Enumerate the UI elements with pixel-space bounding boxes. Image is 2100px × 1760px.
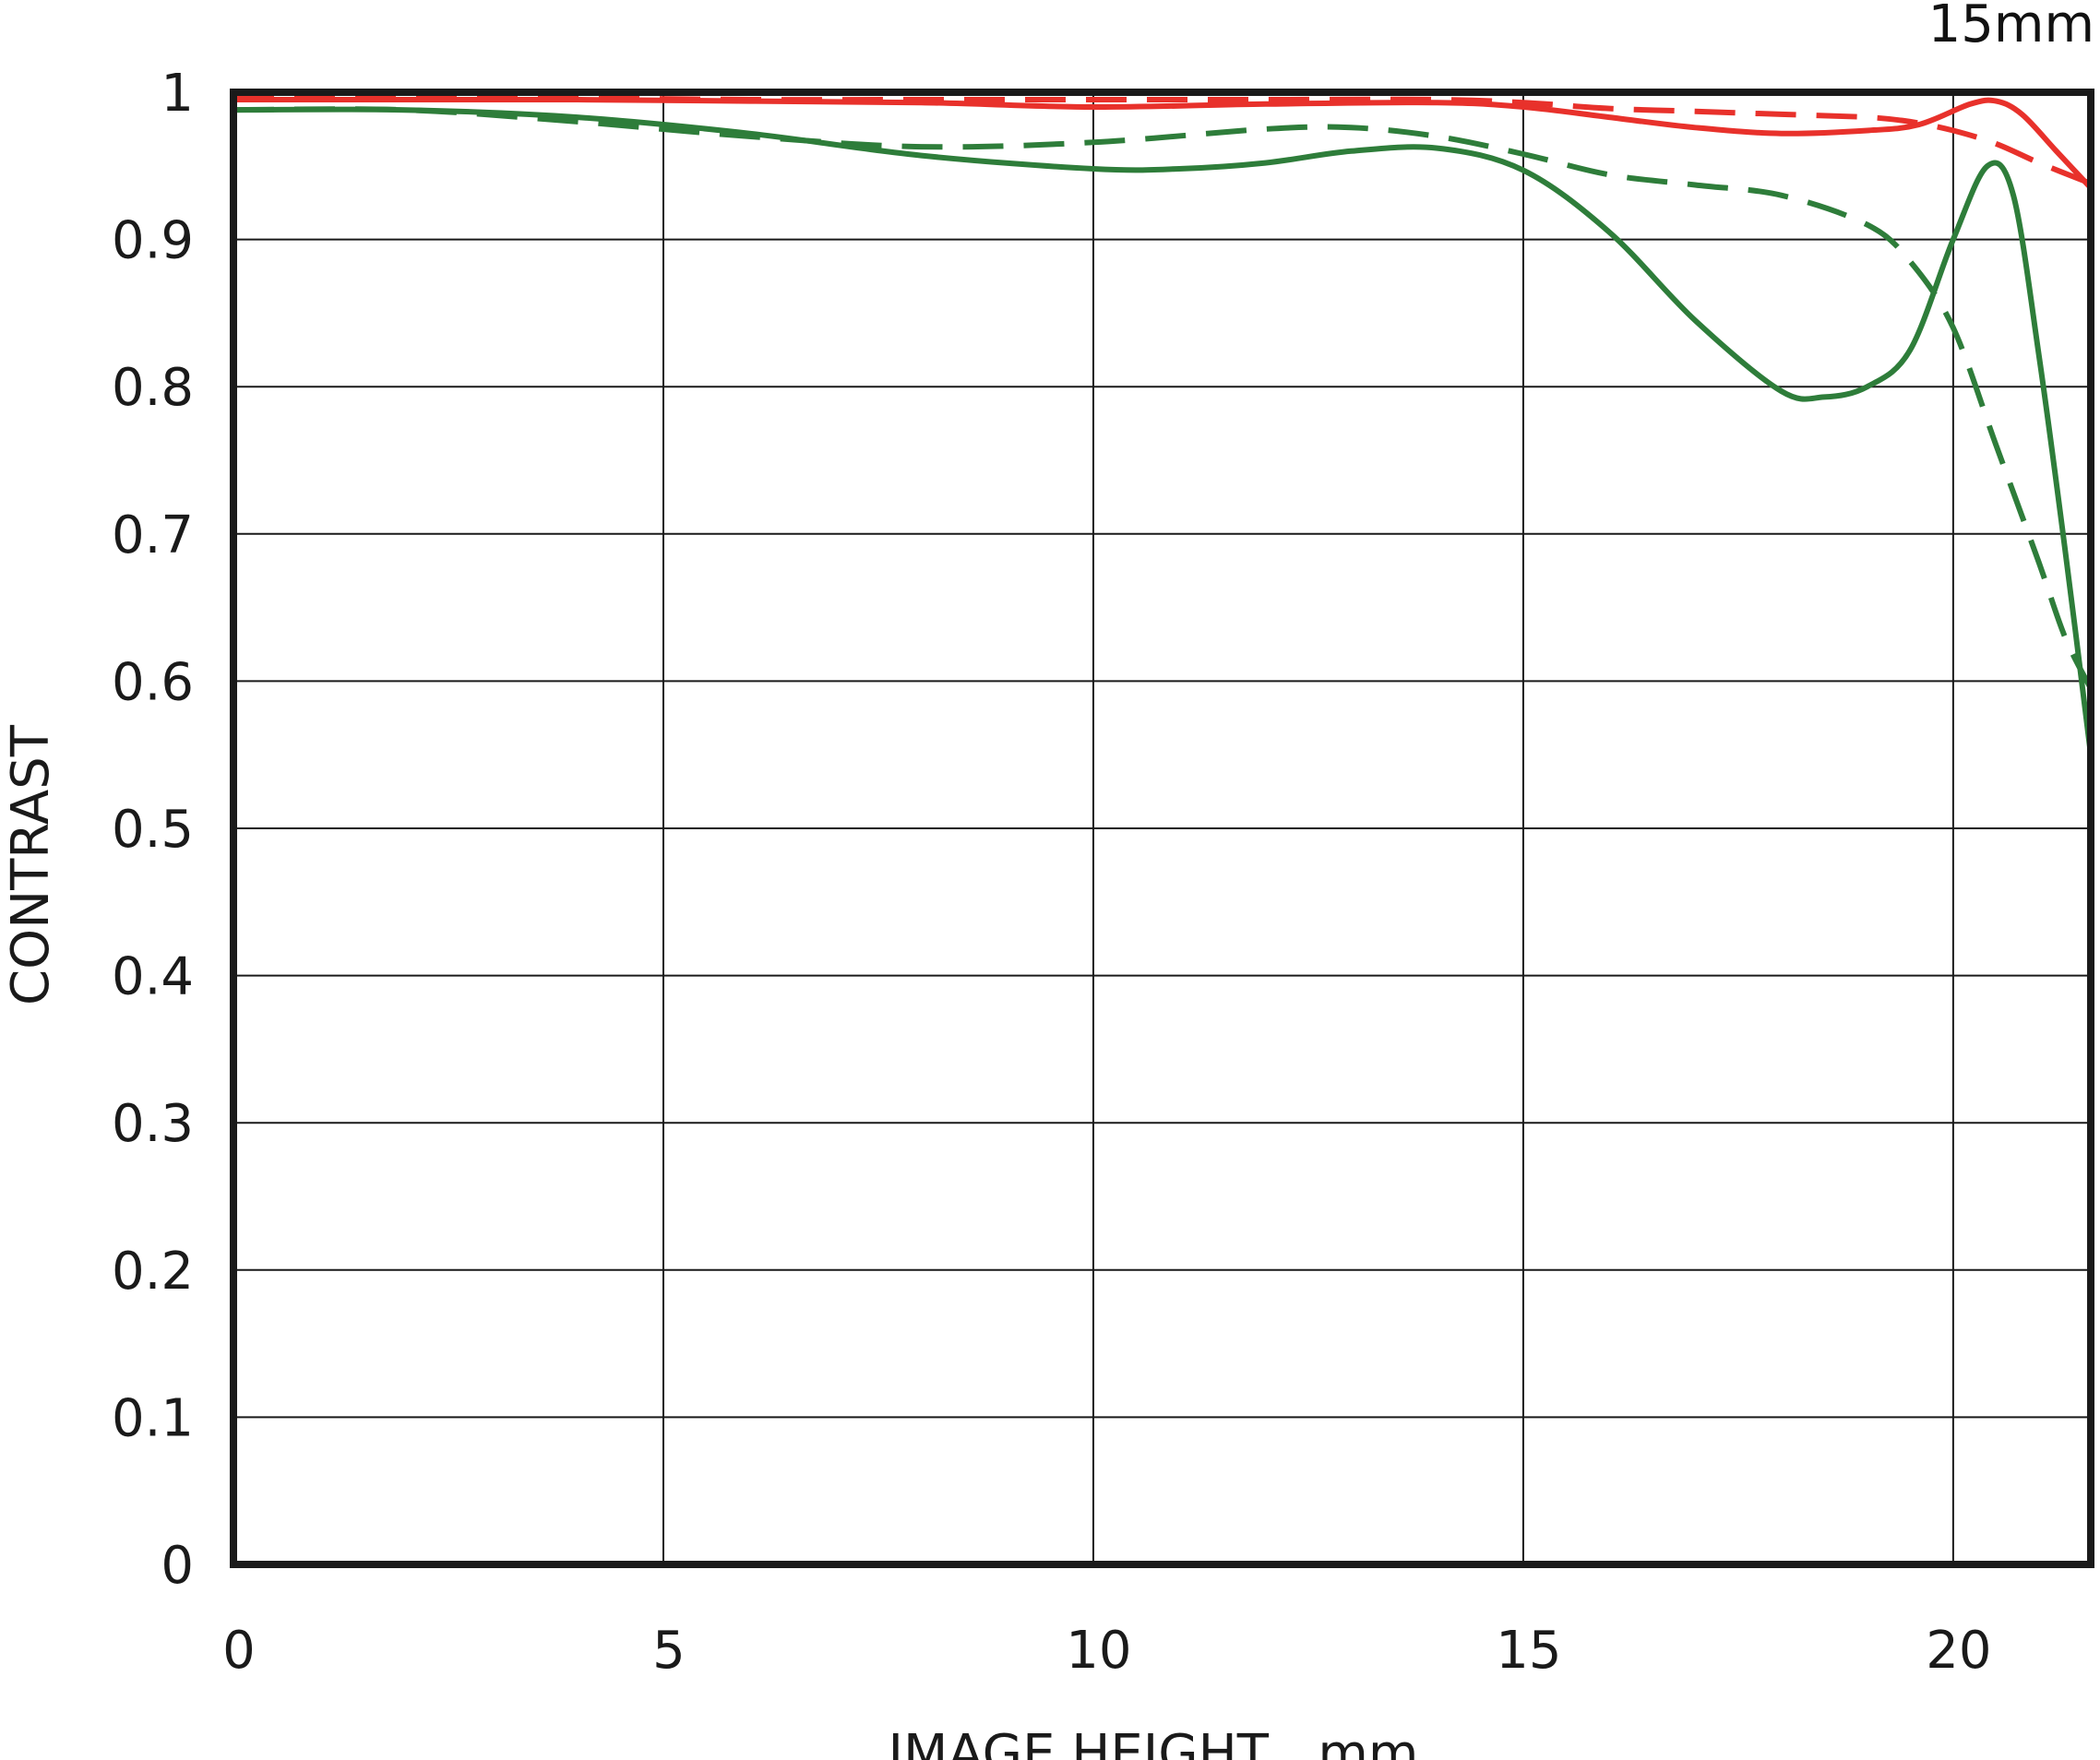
- y-tick-label: 0.2: [112, 1242, 194, 1302]
- x-tick-labels: 0 5 10 15 20: [222, 1621, 1991, 1681]
- x-tick-label: 10: [1066, 1621, 1131, 1681]
- x-tick-label: 15: [1496, 1621, 1561, 1681]
- x-axis-title: IMAGE HEIGHT mm: [889, 1724, 1419, 1760]
- y-tick-label: 0: [161, 1536, 194, 1596]
- series-line: [233, 106, 2094, 690]
- series-line: [233, 93, 2093, 186]
- y-tick-label: 0.6: [112, 652, 194, 712]
- y-tick-label: 0.8: [112, 358, 194, 418]
- y-tick-label: 1: [161, 64, 194, 124]
- series-line: [233, 96, 2094, 190]
- y-tick-label: 0.3: [112, 1094, 194, 1154]
- x-tick-label: 20: [1926, 1621, 1991, 1681]
- plot-frame: [230, 89, 2094, 1568]
- chart-title: 15mm: [1928, 0, 2094, 54]
- series-lines: [233, 93, 2094, 755]
- y-tick-label: 0.9: [112, 211, 194, 271]
- x-tick-label: 0: [222, 1621, 256, 1681]
- y-tick-label: 0.5: [112, 800, 194, 860]
- y-tick-label: 0.1: [112, 1388, 194, 1448]
- y-tick-label: 0.4: [112, 947, 194, 1007]
- y-tick-label: 0.7: [112, 505, 194, 565]
- grid-lines: [233, 91, 2091, 1565]
- y-axis-title: CONTRAST: [1, 724, 61, 1005]
- y-tick-labels: 0 0.1 0.2 0.3 0.4 0.5 0.6 0.7 0.8 0.9 1: [112, 64, 194, 1596]
- x-tick-label: 5: [652, 1621, 686, 1681]
